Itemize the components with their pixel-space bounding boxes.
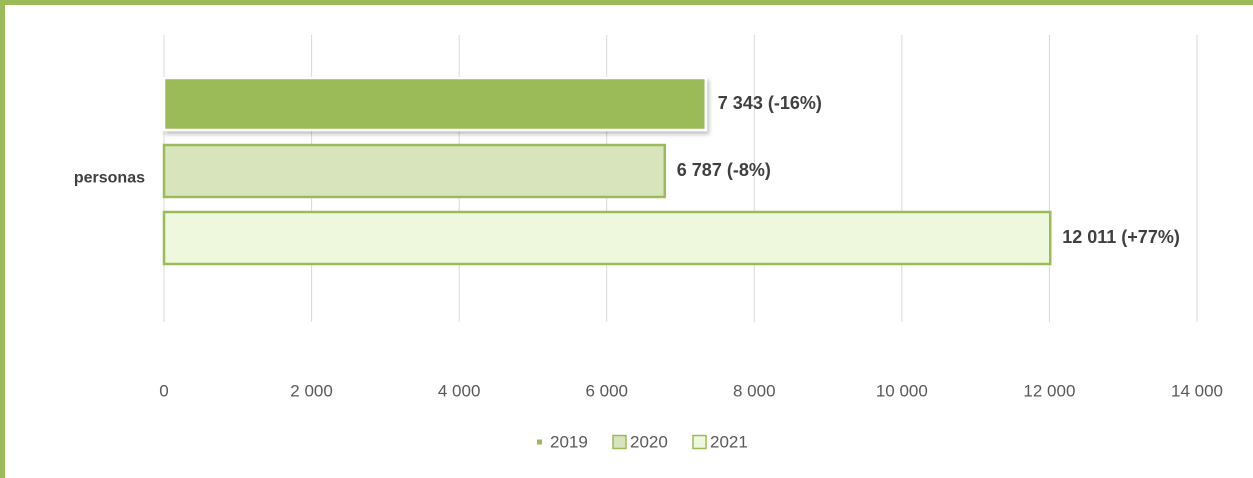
legend-label: 2019 (550, 432, 588, 451)
value-label: 6 787 (-8%) (677, 160, 771, 180)
category-label: personas (74, 170, 145, 187)
bar (162, 76, 708, 132)
value-label: 7 343 (-16%) (718, 93, 822, 113)
x-tick-label: 14 000 (1171, 381, 1223, 400)
legend-swatch (537, 439, 542, 445)
bar (162, 210, 1052, 266)
x-tick-label: 0 (159, 381, 168, 400)
x-tick-label: 8 000 (733, 381, 776, 400)
x-tick-label: 10 000 (876, 381, 928, 400)
legend-label: 2021 (710, 432, 748, 451)
legend-swatch (692, 434, 707, 450)
x-tick-label: 6 000 (585, 381, 628, 400)
x-tick-label: 4 000 (438, 381, 481, 400)
legend-swatch (612, 434, 627, 450)
bar (162, 143, 667, 199)
x-tick-label: 12 000 (1023, 381, 1075, 400)
value-label: 12 011 (+77%) (1062, 227, 1180, 247)
x-tick-label: 2 000 (290, 381, 333, 400)
legend-label: 2020 (630, 432, 668, 451)
